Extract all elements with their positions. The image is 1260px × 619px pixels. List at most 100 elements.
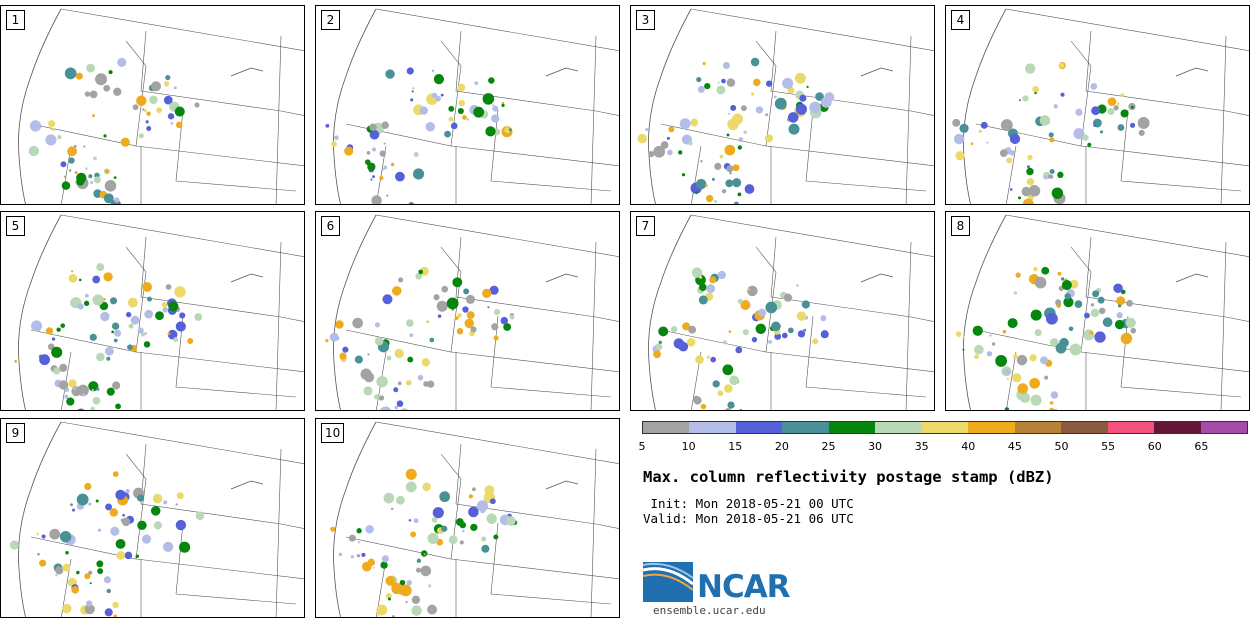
reflectivity-cell: [367, 558, 376, 567]
canada-border: [690, 214, 934, 257]
state-boundary: [660, 40, 777, 147]
reflectivity-cell: [740, 300, 751, 310]
member-panel-1: 1: [0, 5, 305, 205]
reflectivity-cell: [735, 346, 743, 354]
reflectivity-cell: [127, 297, 138, 308]
reflectivity-cell: [459, 540, 464, 545]
reflectivity-cell: [797, 330, 806, 338]
reflectivity-cell: [980, 121, 988, 129]
reflectivity-cell: [111, 330, 115, 334]
state-boundary: [175, 109, 297, 192]
reflectivity-cell: [88, 174, 93, 179]
reflectivity-cell: [714, 162, 722, 171]
reflectivity-cell: [29, 120, 42, 132]
reflectivity-cell: [815, 92, 824, 101]
reflectivity-cell: [463, 288, 470, 295]
reflectivity-cell: [174, 106, 185, 117]
colorbar-segment-12: [1154, 422, 1201, 433]
reflectivity-cell: [972, 325, 983, 336]
reflectivity-cell: [93, 156, 97, 161]
reflectivity-cell: [405, 481, 417, 493]
reflectivity-cell: [721, 188, 727, 194]
reflectivity-cell: [698, 295, 708, 305]
reflectivity-cell: [412, 168, 425, 180]
reflectivity-cell: [504, 127, 511, 134]
reflectivity-cell: [1089, 331, 1094, 335]
reflectivity-cell: [385, 593, 392, 599]
reflectivity-cell: [1012, 373, 1022, 383]
reflectivity-cell: [724, 384, 733, 393]
reflectivity-cell: [84, 91, 91, 97]
reflectivity-cell: [441, 525, 448, 532]
reflectivity-cell: [1021, 186, 1032, 197]
reflectivity-cell: [68, 379, 77, 388]
reflectivity-cell: [1043, 175, 1048, 180]
reflectivity-cell: [369, 129, 380, 140]
reflectivity-cell: [93, 176, 101, 184]
reflectivity-cell: [699, 275, 703, 279]
reflectivity-cell: [1063, 297, 1074, 308]
member-panel-8: 8: [945, 211, 1250, 411]
reflectivity-cell: [14, 359, 18, 363]
reflectivity-cell: [125, 488, 130, 494]
reflectivity-cell: [796, 284, 799, 287]
reflectivity-cell: [331, 141, 337, 147]
logo-text: NCAR: [697, 569, 791, 605]
reflectivity-cell: [732, 178, 742, 188]
reflectivity-cell: [1090, 303, 1095, 307]
reflectivity-cell: [397, 381, 402, 386]
reflectivity-cell: [92, 275, 101, 284]
reflectivity-cell: [666, 136, 670, 140]
reflectivity-cell: [415, 567, 422, 573]
state-boundary: [490, 522, 612, 605]
reflectivity-cell: [39, 354, 51, 366]
reflectivity-cell: [380, 406, 391, 410]
reflectivity-cell: [695, 355, 704, 364]
reflectivity-cell: [658, 326, 669, 337]
reflectivity-cell: [55, 566, 64, 575]
member-label: 9: [6, 423, 25, 443]
reflectivity-cell: [668, 126, 675, 133]
lake-outline: [230, 273, 264, 283]
reflectivity-cell: [162, 307, 168, 313]
reflectivity-cell: [691, 267, 703, 278]
state-boundary: [770, 236, 934, 322]
reflectivity-cell: [431, 517, 438, 523]
state-boundary: [30, 246, 147, 353]
state-boundary: [175, 522, 297, 605]
reflectivity-cell: [1057, 271, 1062, 276]
init-time: Init: Mon 2018-05-21 00 UTC: [643, 496, 854, 511]
state-boundary: [590, 35, 597, 204]
reflectivity-cell: [734, 201, 739, 204]
reflectivity-cell: [728, 112, 731, 115]
member-panel-3: 3: [630, 5, 935, 205]
reflectivity-cell: [88, 502, 92, 506]
state-boundary: [1006, 351, 1017, 410]
reflectivity-cell: [325, 123, 330, 128]
reflectivity-cell: [1032, 85, 1040, 93]
reflectivity-cell: [58, 380, 69, 390]
reflectivity-cell: [146, 296, 153, 302]
colorbar-segment-5: [828, 422, 876, 433]
reflectivity-cell: [466, 118, 469, 121]
reflectivity-cell: [376, 604, 388, 616]
state-boundary: [275, 35, 282, 204]
reflectivity-cell: [1117, 124, 1125, 131]
reflectivity-cell: [1125, 317, 1136, 328]
reflectivity-cell: [781, 332, 788, 339]
state-boundary: [1085, 30, 1249, 116]
reflectivity-cell: [1082, 134, 1089, 141]
reflectivity-cell: [489, 498, 496, 505]
reflectivity-cell: [137, 520, 147, 531]
reflectivity-cell: [61, 181, 71, 190]
reflectivity-cell: [955, 331, 962, 337]
reflectivity-cell: [121, 517, 131, 527]
reflectivity-cell: [747, 288, 750, 291]
reflectivity-cell: [96, 352, 105, 362]
reflectivity-cell: [774, 333, 782, 340]
reflectivity-cell: [1050, 391, 1059, 399]
reflectivity-cell: [704, 82, 711, 90]
reflectivity-cell: [65, 550, 69, 555]
reflectivity-cell: [130, 315, 140, 325]
reflectivity-cell: [409, 333, 414, 338]
